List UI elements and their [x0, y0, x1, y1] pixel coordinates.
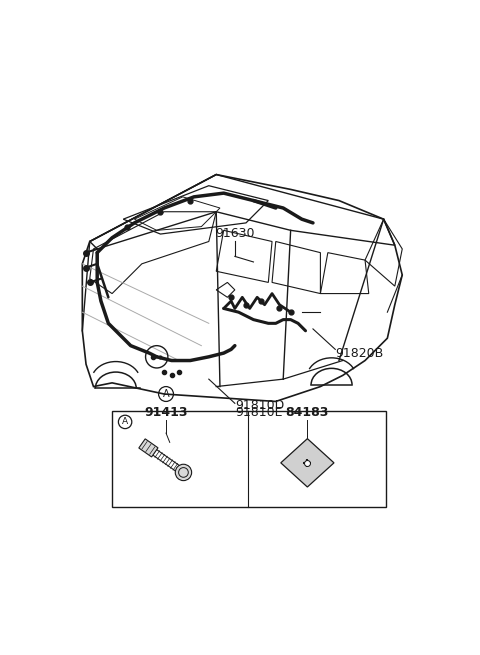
Text: 91810E: 91810E — [235, 406, 282, 419]
Text: 91630: 91630 — [215, 227, 254, 240]
Text: A: A — [122, 417, 128, 426]
Text: 91810D: 91810D — [235, 399, 284, 412]
Polygon shape — [139, 439, 158, 457]
Text: 84183: 84183 — [286, 406, 329, 419]
Polygon shape — [281, 439, 334, 487]
Circle shape — [175, 464, 192, 481]
Bar — [112, 411, 385, 508]
Text: 91820B: 91820B — [335, 346, 384, 360]
Text: 91413: 91413 — [144, 406, 188, 419]
Text: A: A — [163, 389, 169, 399]
